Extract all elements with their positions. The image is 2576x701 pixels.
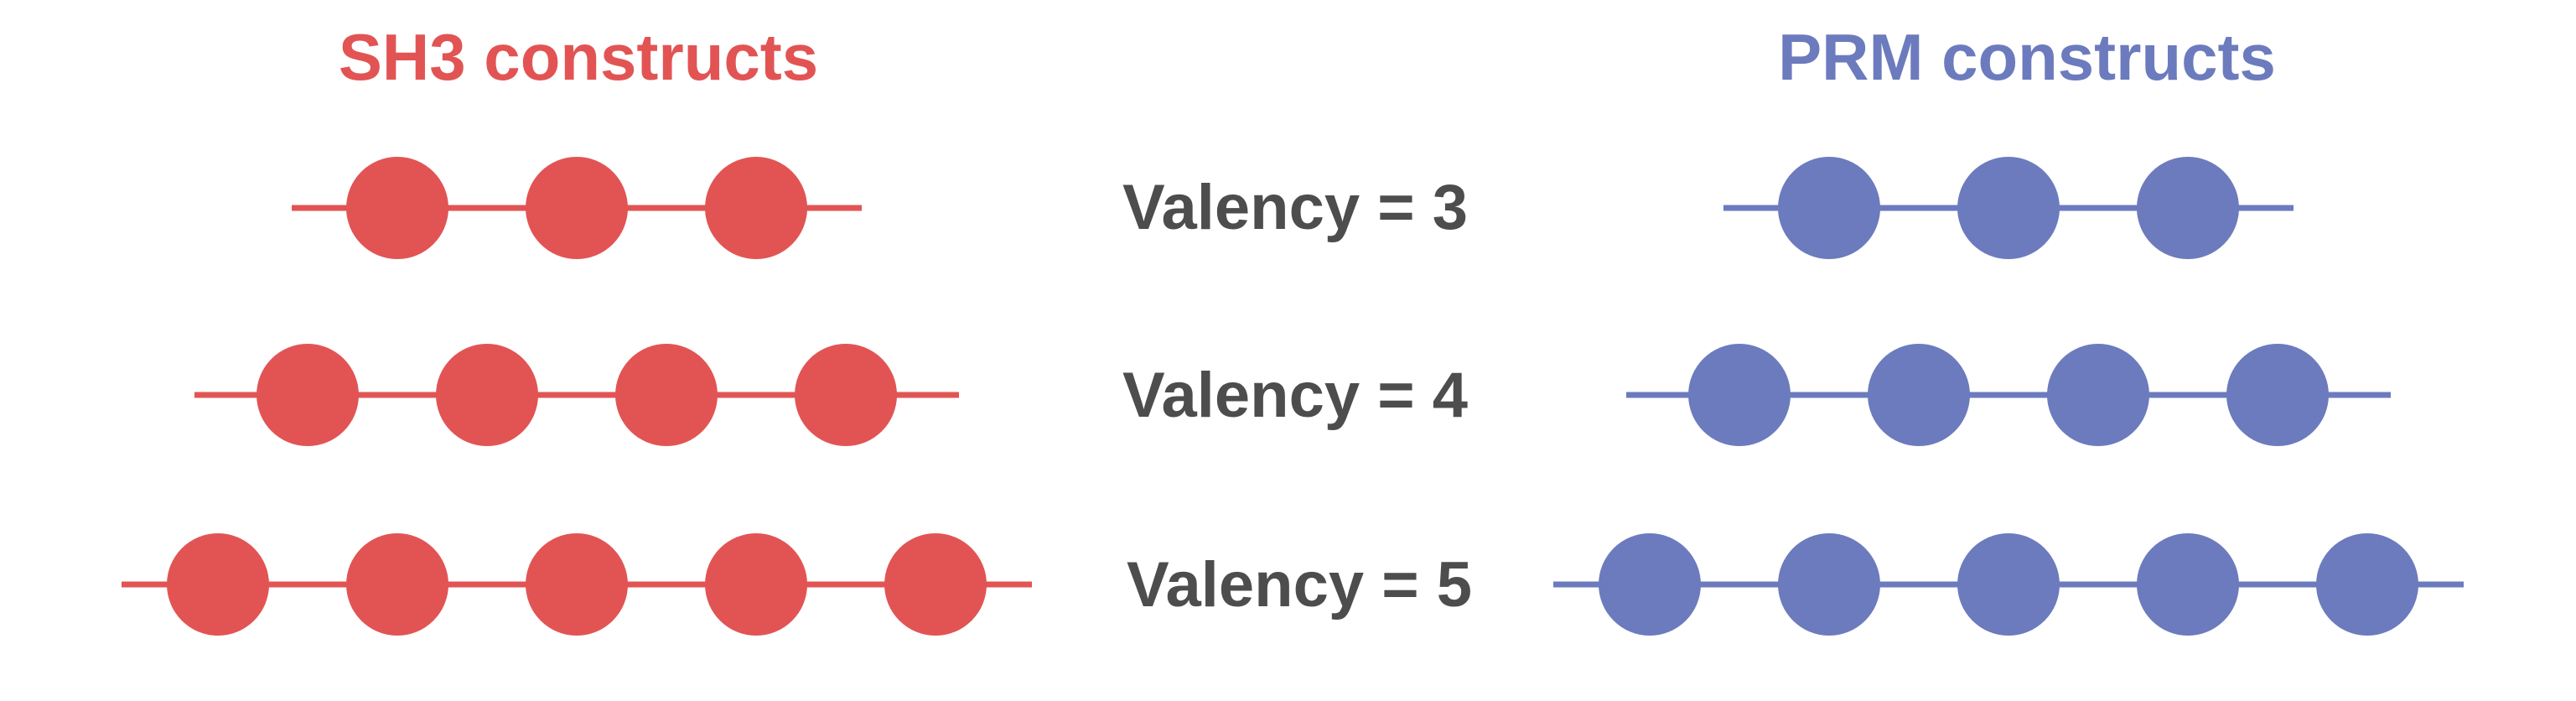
prm-domain-circle bbox=[2226, 344, 2329, 446]
sh3-domain-circle bbox=[346, 533, 448, 636]
valency-label-5: Valency = 5 bbox=[1127, 549, 1472, 621]
valency-label-3: Valency = 3 bbox=[1122, 172, 1468, 243]
prm-domain-circle bbox=[1957, 533, 2060, 636]
sh3-domain-circle bbox=[526, 533, 628, 636]
sh3-construct-valency-5 bbox=[122, 533, 1032, 636]
sh3-domain-circle bbox=[705, 157, 807, 259]
sh3-construct-valency-4 bbox=[194, 344, 959, 446]
sh3-domain-circle bbox=[257, 344, 359, 446]
sh3-domain-circle bbox=[436, 344, 538, 446]
prm-domain-circle bbox=[1778, 157, 1880, 259]
sh3-domain-circle bbox=[615, 344, 718, 446]
sh3-domain-circle bbox=[346, 157, 448, 259]
prm-domain-circle bbox=[1778, 533, 1880, 636]
prm-domain-circle bbox=[2137, 533, 2239, 636]
sh3-construct-valency-3 bbox=[292, 157, 862, 259]
prm-domain-circle bbox=[2316, 533, 2418, 636]
prm-domain-circle bbox=[1868, 344, 1970, 446]
prm-constructs-title: PRM constructs bbox=[1778, 20, 2276, 94]
prm-construct-valency-4 bbox=[1626, 344, 2391, 446]
prm-domain-circle bbox=[1957, 157, 2060, 259]
prm-domain-circle bbox=[2047, 344, 2149, 446]
sh3-constructs-title: SH3 constructs bbox=[338, 20, 819, 94]
valency-label-4: Valency = 4 bbox=[1122, 360, 1468, 431]
prm-construct-valency-3 bbox=[1723, 157, 2294, 259]
sh3-domain-circle bbox=[167, 533, 269, 636]
prm-construct-valency-5 bbox=[1553, 533, 2464, 636]
prm-domain-circle bbox=[1599, 533, 1701, 636]
sh3-domain-circle bbox=[526, 157, 628, 259]
prm-domain-circle bbox=[2137, 157, 2239, 259]
sh3-domain-circle bbox=[705, 533, 807, 636]
sh3-domain-circle bbox=[795, 344, 897, 446]
sh3-domain-circle bbox=[884, 533, 987, 636]
prm-domain-circle bbox=[1688, 344, 1791, 446]
